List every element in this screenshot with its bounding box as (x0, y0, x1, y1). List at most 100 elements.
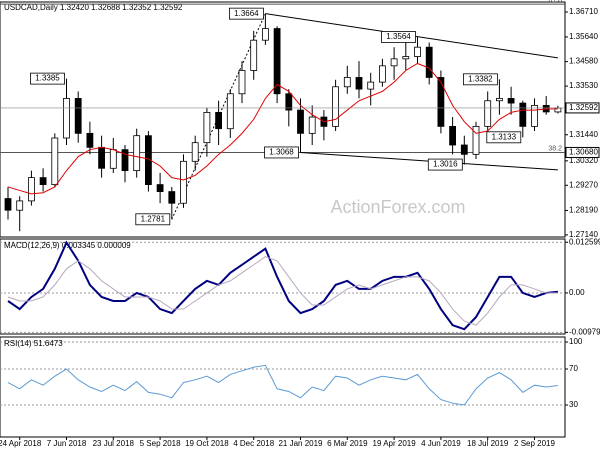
candle-body (460, 144, 468, 155)
candle-body (39, 177, 47, 185)
candle-body (74, 98, 82, 134)
candle-body (367, 81, 375, 90)
candle-body (133, 135, 141, 172)
annotation-label: 1.3664 (234, 9, 259, 18)
candle-body (273, 28, 281, 95)
candle-body (27, 177, 35, 202)
y-tick-label: 0.012599 (569, 237, 600, 246)
x-tick-label: 7 Jun 2018 (47, 439, 87, 448)
panel-frame (0, 238, 566, 335)
annotation-label: 1.3382 (468, 74, 493, 83)
candle-body (51, 137, 59, 185)
y-tick-label: 100 (569, 337, 583, 346)
candle-body (402, 56, 410, 60)
candle-body (437, 77, 445, 127)
annotation-box (486, 131, 522, 144)
moving-average (7, 62, 558, 195)
candle-body (98, 146, 105, 169)
y-tick-label: 1.28190 (569, 206, 598, 215)
candle-body (495, 98, 503, 102)
candle-body (484, 100, 492, 127)
candle-body (86, 132, 94, 148)
x-tick-label: 6 Mar 2019 (327, 439, 368, 448)
candle-body (109, 149, 117, 169)
x-tick-label: 4 Dec 2018 (233, 439, 274, 448)
candle-body (390, 58, 398, 67)
x-tick-label: 21 Jan 2019 (278, 439, 323, 448)
candle-body (215, 111, 223, 130)
y-tick-label: -0.00979 (569, 327, 600, 336)
y-tick-label: 1.29270 (569, 180, 598, 189)
annotation-box (228, 7, 264, 20)
candle-body (261, 28, 269, 41)
watermark: ActionForex.com (330, 197, 465, 217)
x-tick-label: 2 Sep 2019 (514, 439, 555, 448)
annotation-box (264, 146, 299, 159)
annotation-box (427, 158, 463, 171)
y-tick-label: 1.33530 (569, 81, 598, 90)
fib-label: 38.2 (548, 145, 562, 152)
annotation-label: 1.3016 (433, 160, 458, 169)
candle-body (180, 160, 187, 204)
candle-body (343, 77, 351, 88)
y-tick-label: 1.34580 (569, 57, 598, 66)
candle-body (144, 135, 152, 185)
candle-body (121, 149, 129, 172)
indicator-line (7, 240, 559, 331)
annotation-box (30, 72, 65, 85)
annotation-label: 1.3068 (269, 148, 294, 157)
candle-body (355, 77, 363, 90)
x-tick-label: 24 Apr 2018 (0, 439, 42, 448)
current-price-label: 1.32592 (569, 103, 598, 112)
annotation-label: 1.3133 (492, 132, 517, 141)
y-tick-label: 1.27140 (569, 230, 598, 239)
chart-title: USDCAD,Daily 1.32420 1.32688 1.32352 1.3… (4, 3, 183, 12)
candle-body (168, 191, 176, 204)
candle-body (156, 184, 164, 192)
candle-body (285, 93, 293, 111)
x-tick-label: 5 Sep 2018 (140, 439, 181, 448)
price-box (565, 146, 600, 158)
candle-body (191, 142, 199, 162)
fib-label: 61.8 (548, 0, 562, 4)
y-tick-label: 30 (569, 400, 578, 409)
indicator-line (7, 364, 558, 406)
candle-body (378, 65, 386, 83)
annotation-label: 1.2781 (141, 214, 166, 223)
indicator-title: RSI(14) 51.6473 (4, 339, 63, 348)
candle-body (507, 98, 515, 104)
candle-body (297, 109, 304, 134)
candle-body (203, 111, 211, 144)
candle-body (472, 125, 480, 155)
y-tick-label: 1.30320 (569, 156, 598, 165)
annotation-label: 1.3564 (386, 32, 411, 41)
y-tick-label: 0.00 (569, 288, 585, 297)
y-tick-label: 1.31440 (569, 130, 598, 139)
candle-body (425, 46, 433, 78)
annotation-box (462, 73, 498, 86)
x-tick-label: 4 Jun 2019 (421, 439, 461, 448)
candle-body (519, 102, 527, 127)
panel-frame (0, 336, 566, 438)
candle-body (308, 116, 316, 134)
y-tick-label: 1.36710 (569, 7, 598, 16)
x-tick-label: 18 Jul 2019 (467, 439, 509, 448)
annotation-label: 1.3385 (35, 74, 60, 83)
candle-body (449, 125, 457, 146)
panel-frame (0, 1, 566, 238)
candle-body (4, 198, 12, 211)
candle-body (238, 70, 246, 95)
y-tick-label: 70 (569, 364, 578, 373)
x-tick-label: 19 Oct 2018 (185, 439, 229, 448)
candle-body (332, 86, 340, 127)
candle-body (63, 98, 70, 139)
y-tick-label: 1.35640 (569, 32, 598, 41)
candle-body (16, 200, 24, 211)
annotation-box (135, 213, 171, 226)
candle-body (414, 46, 421, 57)
price-box-label: 1.30680 (569, 148, 598, 157)
candle-body (226, 93, 234, 130)
